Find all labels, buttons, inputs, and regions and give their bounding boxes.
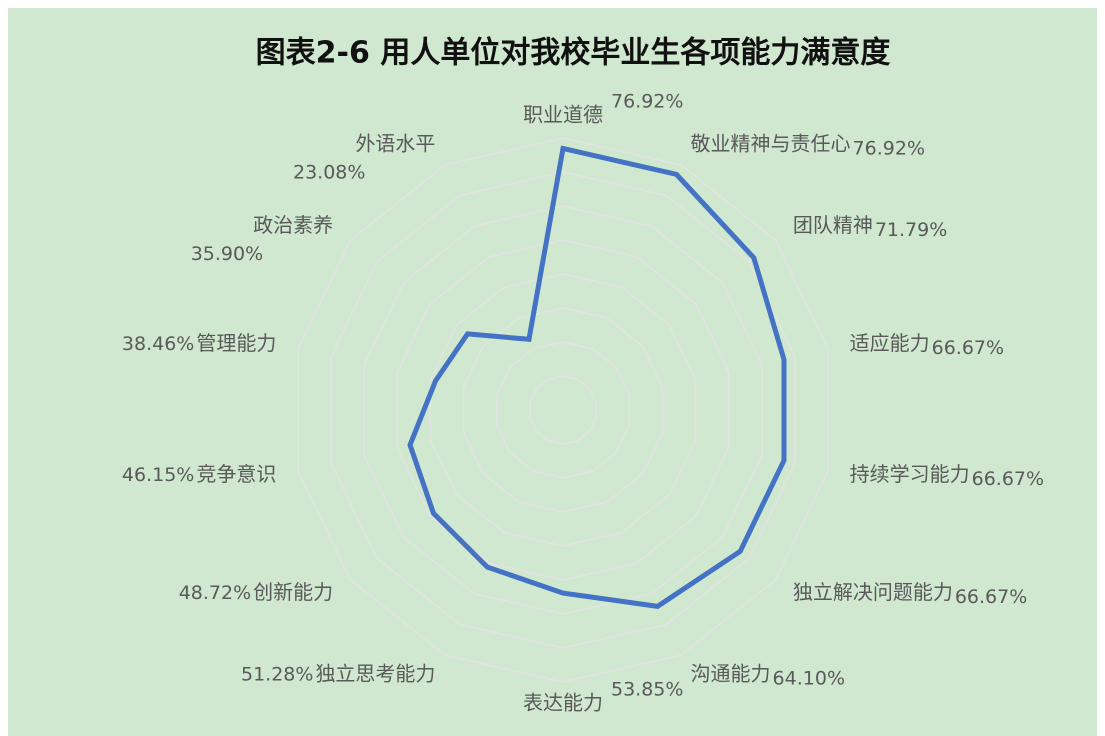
value-label: 46.15% — [122, 464, 194, 486]
category-label: 独立解决问题能力 — [793, 580, 953, 604]
value-label: 66.67% — [955, 586, 1027, 608]
category-label: 沟通能力 — [691, 661, 771, 685]
category-label: 政治素养 — [253, 213, 333, 237]
category-label: 适应能力 — [850, 331, 930, 355]
category-label: 表达能力 — [523, 691, 603, 715]
value-label: 38.46% — [122, 333, 194, 355]
value-label: 64.10% — [773, 667, 845, 689]
grid-ring — [363, 205, 763, 615]
value-label: 66.67% — [932, 337, 1004, 359]
grid-ring — [429, 273, 697, 547]
category-label: 独立思考能力 — [315, 661, 435, 685]
grid-ring — [396, 239, 730, 581]
value-label: 71.79% — [875, 219, 947, 241]
grid-ring — [495, 341, 631, 479]
category-label: 团队精神 — [793, 213, 873, 237]
category-label: 创新能力 — [253, 580, 333, 604]
category-label: 管理能力 — [196, 331, 276, 355]
category-label: 持续学习能力 — [850, 462, 970, 486]
value-label: 76.92% — [611, 91, 683, 113]
category-label: 敬业精神与责任心 — [691, 132, 851, 156]
value-label: 23.08% — [293, 162, 365, 184]
grid-ring — [529, 375, 597, 445]
grid-ring — [462, 307, 664, 513]
category-label: 外语水平 — [355, 132, 435, 156]
value-label: 35.90% — [191, 243, 263, 265]
chart-background — [8, 8, 1097, 736]
value-label: 51.28% — [241, 663, 313, 685]
grid-ring — [297, 137, 829, 683]
value-label: 76.92% — [853, 138, 925, 160]
category-label: 竞争意识 — [196, 462, 276, 486]
value-label: 48.72% — [179, 582, 251, 604]
category-label: 职业道德 — [523, 103, 603, 127]
value-label: 66.67% — [972, 468, 1044, 490]
value-label: 53.85% — [611, 679, 683, 701]
radar-line — [407, 145, 787, 609]
chart-title: 图表2-6 用人单位对我校毕业生各项能力满意度 — [256, 36, 891, 71]
